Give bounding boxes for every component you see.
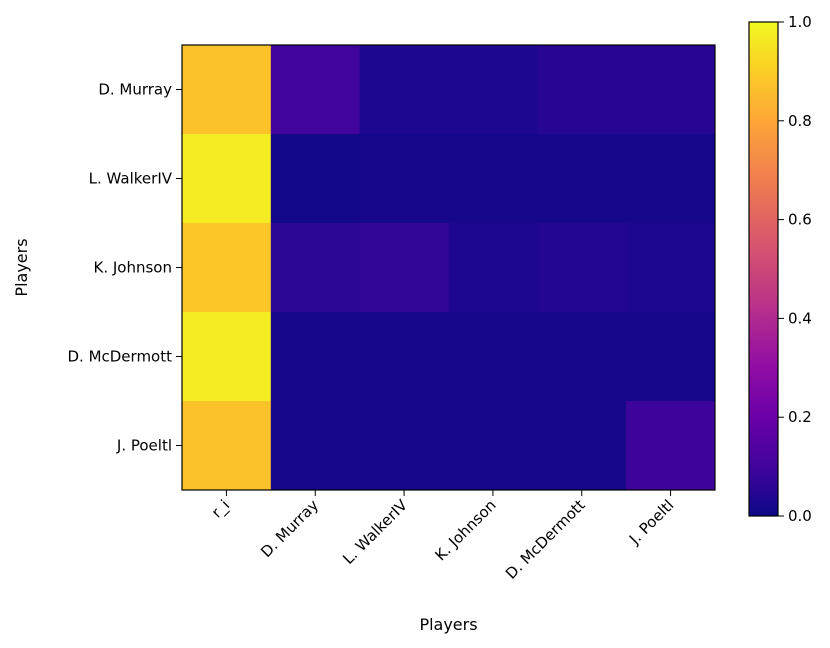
heatmap-cell [182,134,272,224]
heatmap-cell [182,45,272,135]
colorbar [748,21,779,517]
colorbar-tick-label: 1.0 [788,13,812,31]
heatmap-cell [270,223,361,313]
heatmap-cell [359,401,449,491]
x-tick-label: D. McDermott [502,496,589,583]
y-tick-label: J. Poeltl [116,437,172,455]
heatmap-cell [537,134,627,224]
x-tick-label: L. WalkerIV [339,496,411,568]
x-tick-label: r_i [208,496,234,522]
x-tick-label: D. Murray [257,496,322,561]
heatmap-cell [359,223,449,313]
heatmap-cell [359,45,449,135]
heatmap-cell [359,134,449,224]
heatmap-cell [537,223,627,313]
heatmap-cell [626,45,716,135]
heatmap-cell [626,312,716,402]
heatmap-cell [448,134,538,224]
heatmap-cell [182,223,272,313]
heatmap-cell [270,45,361,135]
x-axis-ticks: r_i D. Murray L. WalkerIV K. Johnson D. McDe… [208,490,677,583]
heatmap-cell [537,401,627,491]
heatmap-cell [537,45,627,135]
heatmap-cell [359,312,449,402]
heatmap-cell [448,401,538,491]
colorbar-tick-label: 0.6 [788,211,812,229]
y-tick-label: L. WalkerIV [89,170,173,188]
heatmap-cell [448,45,538,135]
heatmap-cell [448,312,538,402]
heatmap-cell [270,134,361,224]
y-axis-ticks: D. Murray L. WalkerIV K. Johnson D. McDermo… [67,81,182,455]
y-axis-label: Players [12,238,31,296]
heatmap-cell [182,312,272,402]
x-axis-label: Players [419,615,477,634]
y-tick-label: D. Murray [98,81,172,99]
y-tick-label: K. Johnson [94,259,173,277]
y-tick-label: D. McDermott [67,348,172,366]
colorbar-tick-label: 0.0 [788,507,812,525]
heatmap-cell [626,401,716,491]
colorbar-tick-label: 0.4 [788,309,812,327]
colorbar-ticks: 0.0 0.2 0.4 0.6 0.8 1.0 [778,13,812,525]
heatmap-cell [270,312,361,402]
heatmap-cell [448,223,538,313]
heatmap-cell [626,223,716,313]
heatmap-cell [537,312,627,402]
x-tick-label: J. Poeltl [625,496,677,548]
heatmap-cell [626,134,716,224]
heatmap-cell [270,401,361,491]
colorbar-tick-label: 0.2 [788,408,812,426]
x-tick-label: K. Johnson [432,496,500,564]
colorbar-tick-label: 0.8 [788,112,812,130]
heatmap-cells [182,45,716,491]
heatmap-cell [182,401,272,491]
